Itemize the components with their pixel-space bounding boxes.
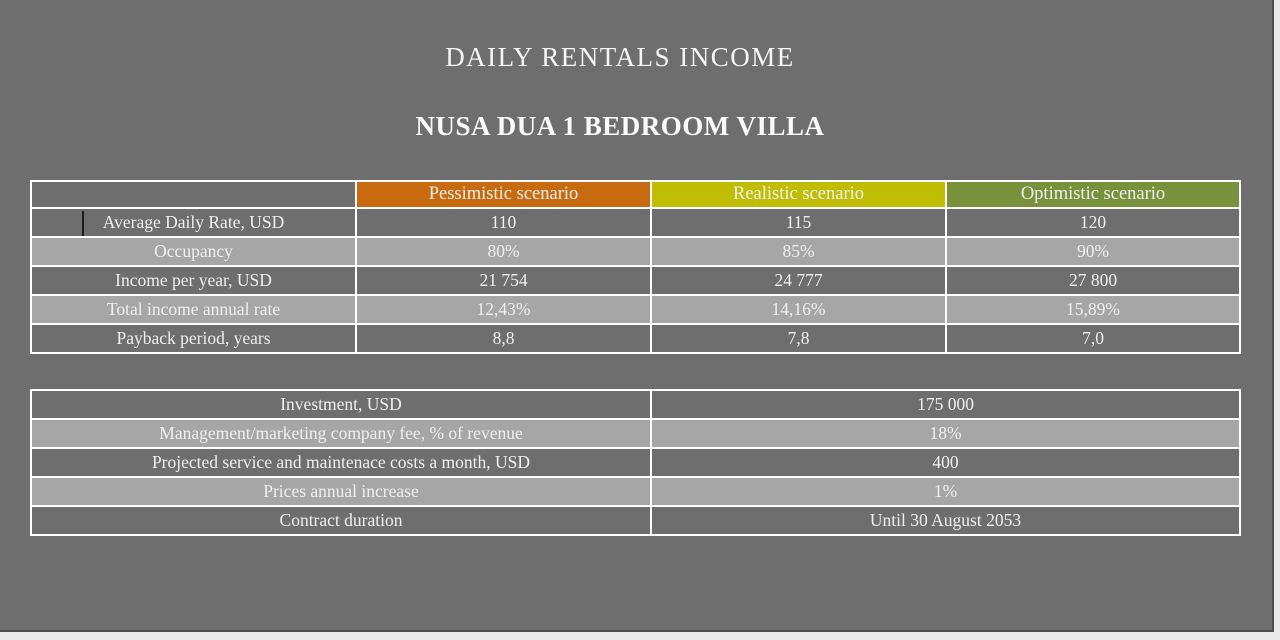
scenario-row-value[interactable]: 115	[650, 207, 947, 238]
scenario-row-value[interactable]: 21 754	[355, 265, 652, 296]
details-table-row: Contract duration Until 30 August 2053	[30, 505, 1241, 536]
scenario-table-row: Total income annual rate 12,43% 14,16% 15,8…	[30, 294, 1241, 325]
scenario-header-cell[interactable]: Optimistic scenario	[945, 180, 1241, 209]
details-row-value[interactable]: 18%	[650, 418, 1241, 449]
scenario-row-label[interactable]: Occupancy	[30, 236, 357, 267]
scenario-row-value[interactable]: 7,0	[945, 323, 1241, 354]
details-row-label[interactable]: Contract duration	[30, 505, 652, 536]
scenario-row-value[interactable]: 90%	[945, 236, 1241, 267]
scenario-header-cell[interactable]: Pessimistic scenario	[355, 180, 652, 209]
details-row-value[interactable]: 1%	[650, 476, 1241, 507]
scenario-row-value[interactable]: 7,8	[650, 323, 947, 354]
details-table: Investment, USD 175 000 Management/marketi…	[30, 389, 1241, 536]
scenario-row-label[interactable]: Income per year, USD	[30, 265, 357, 296]
scenario-row-value[interactable]: 27 800	[945, 265, 1241, 296]
details-row-value[interactable]: 175 000	[650, 389, 1241, 420]
scenario-header-blank-cell[interactable]	[30, 180, 357, 209]
text-cursor-caret	[82, 211, 84, 236]
scenario-row-label[interactable]: Payback period, years	[30, 323, 357, 354]
scenario-row-value[interactable]: 14,16%	[650, 294, 947, 325]
details-row-label[interactable]: Prices annual increase	[30, 476, 652, 507]
scenario-row-value[interactable]: 24 777	[650, 265, 947, 296]
scenario-row-label[interactable]: Total income annual rate	[30, 294, 357, 325]
details-table-row: Projected service and maintenace costs a…	[30, 447, 1241, 478]
scenario-header-row: Pessimistic scenario Realistic scenario Op…	[30, 180, 1241, 209]
scenario-row-value[interactable]: 80%	[355, 236, 652, 267]
scenario-row-value[interactable]: 12,43%	[355, 294, 652, 325]
details-row-label[interactable]: Investment, USD	[30, 389, 652, 420]
scenario-row-label[interactable]: Average Daily Rate, USD	[30, 207, 357, 238]
scenario-table-row: Payback period, years 8,8 7,8 7,0	[30, 323, 1241, 354]
scenario-table-row: Occupancy 80% 85% 90%	[30, 236, 1241, 267]
details-row-label[interactable]: Projected service and maintenace costs a…	[30, 447, 652, 478]
page-subtitle[interactable]: NUSA DUA 1 BEDROOM VILLA	[415, 111, 825, 141]
scenario-row-value[interactable]: 110	[355, 207, 652, 238]
details-row-value[interactable]: Until 30 August 2053	[650, 505, 1241, 536]
details-table-row: Investment, USD 175 000	[30, 389, 1241, 420]
scenario-table-body: Average Daily Rate, USD 110 115 120 Occupanc…	[30, 207, 1241, 354]
details-table-row: Prices annual increase 1%	[30, 476, 1241, 507]
page-title[interactable]: DAILY RENTALS INCOME	[445, 42, 795, 72]
details-table-body: Investment, USD 175 000 Management/marketi…	[30, 389, 1241, 536]
scenario-header-cell[interactable]: Realistic scenario	[650, 180, 947, 209]
details-row-label[interactable]: Management/marketing company fee, % of r…	[30, 418, 652, 449]
scenario-table: Pessimistic scenario Realistic scenario Op…	[30, 180, 1241, 354]
scenario-row-value[interactable]: 85%	[650, 236, 947, 267]
details-table-row: Management/marketing company fee, % of r…	[30, 418, 1241, 449]
scenario-row-value[interactable]: 15,89%	[945, 294, 1241, 325]
scenario-table-row: Income per year, USD 21 754 24 777 27 800	[30, 265, 1241, 296]
details-row-value[interactable]: 400	[650, 447, 1241, 478]
scenario-row-value[interactable]: 120	[945, 207, 1241, 238]
scenario-table-row: Average Daily Rate, USD 110 115 120	[30, 207, 1241, 238]
scenario-row-value[interactable]: 8,8	[355, 323, 652, 354]
